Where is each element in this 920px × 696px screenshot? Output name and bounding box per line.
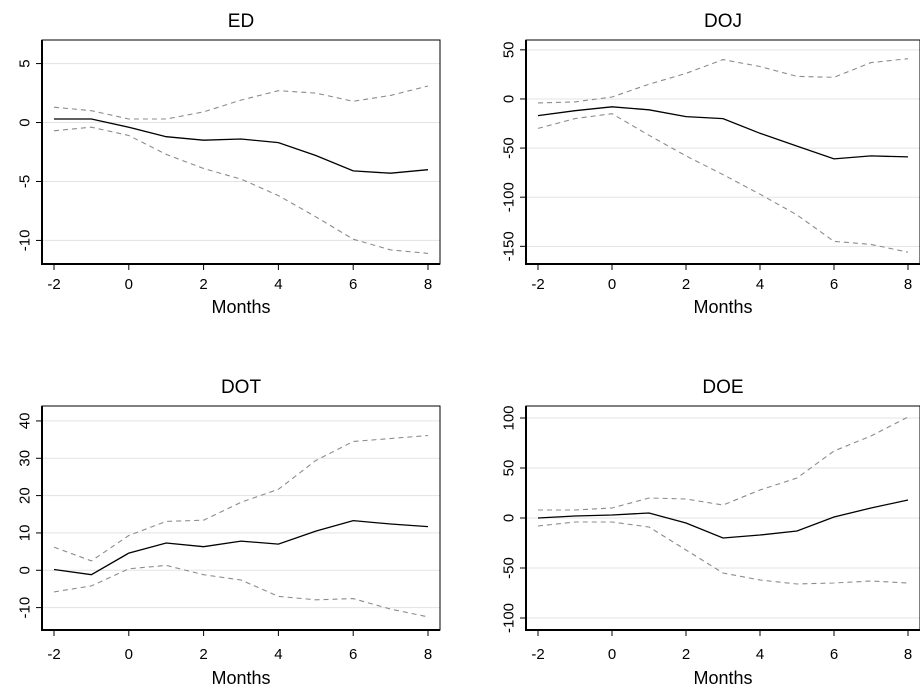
upper-ci-line: [538, 416, 909, 511]
upper-ci-line: [53, 85, 429, 120]
x-tick-label: -2: [47, 646, 60, 663]
chart-title: ED: [228, 11, 254, 32]
x-tick-label: 8: [904, 276, 912, 293]
y-tick-label: 100: [501, 405, 518, 430]
upper-ci-line: [53, 434, 429, 562]
x-tick-label: 6: [349, 276, 357, 293]
lower-ci-line: [537, 521, 909, 585]
y-tick-label: 10: [17, 525, 34, 542]
x-tick-label: 4: [274, 646, 282, 663]
x-tick-label: 2: [199, 646, 207, 663]
y-tick-label: 50: [501, 460, 518, 477]
x-tick-label: -2: [531, 276, 544, 293]
x-tick-label: 2: [682, 646, 690, 663]
plot-frame: [41, 405, 441, 631]
panel-doj: DOJ -2 0 2 4 6 8 Months 50 0 -50 -100 -150: [501, 11, 920, 317]
panel-ed: ED -2 0 2 4 6 8 Months 5 0 -5 -10: [17, 11, 441, 317]
y-tick-label: 20: [17, 487, 34, 504]
y-tick-label: 40: [17, 413, 34, 430]
y-tick-label: 0: [501, 95, 518, 103]
x-tick-label: 4: [756, 276, 764, 293]
estimate-line: [53, 519, 429, 576]
y-tick-label: -5: [17, 175, 34, 188]
x-axis-label: Months: [211, 668, 270, 688]
lower-ci-line: [53, 564, 429, 618]
y-tick-label: 50: [501, 41, 518, 58]
x-tick-label: 6: [830, 276, 838, 293]
x-tick-label: 0: [608, 276, 616, 293]
x-axis-label: Months: [211, 297, 270, 317]
lower-ci-line: [53, 126, 429, 254]
y-tick-label: -100: [501, 182, 518, 212]
lower-ci-line: [537, 113, 909, 253]
x-axis-label: Months: [693, 668, 752, 688]
upper-ci-line: [537, 58, 909, 104]
x-axis-label: Months: [693, 297, 752, 317]
y-tick-label: 30: [17, 450, 34, 467]
chart-title: DOE: [702, 377, 743, 398]
x-tick-label: 8: [904, 646, 912, 663]
estimate-line: [54, 118, 429, 174]
x-tick-label: -2: [531, 646, 544, 663]
y-tick-label: -10: [17, 230, 34, 252]
plot-frame: [41, 39, 441, 265]
y-tick-label: 0: [17, 566, 34, 574]
estimate-line: [537, 499, 909, 539]
panel-dot: DOT -2 0 2 4 6 8 Months 40 30 20 10 0 -10: [17, 377, 441, 688]
y-tick-label: -10: [17, 597, 34, 619]
y-tick-label: -50: [501, 137, 518, 159]
x-tick-label: 8: [424, 276, 432, 293]
y-tick-label: -50: [501, 557, 518, 579]
estimate-line: [537, 106, 909, 160]
chart-title: DOJ: [704, 11, 742, 32]
x-tick-label: 0: [125, 276, 133, 293]
x-tick-label: 6: [830, 646, 838, 663]
x-tick-label: 0: [608, 646, 616, 663]
panel-doe: DOE -2 0 2 4 6 8 Months 100 50 0 -50 -100: [501, 377, 920, 688]
plot-frame: [525, 39, 920, 265]
chart-title: DOT: [221, 377, 262, 398]
y-tick-label: -150: [501, 231, 518, 261]
y-tick-label: 0: [17, 118, 34, 126]
x-tick-label: 2: [199, 276, 207, 293]
y-tick-label: 0: [501, 514, 518, 522]
x-tick-label: 6: [349, 646, 357, 663]
y-tick-label: 5: [17, 59, 34, 67]
x-tick-label: 2: [682, 276, 690, 293]
x-tick-label: 4: [756, 646, 764, 663]
y-tick-label: -100: [501, 603, 518, 633]
x-tick-label: -2: [47, 276, 60, 293]
x-tick-label: 4: [274, 276, 282, 293]
x-tick-label: 0: [125, 646, 133, 663]
x-tick-label: 8: [424, 646, 432, 663]
